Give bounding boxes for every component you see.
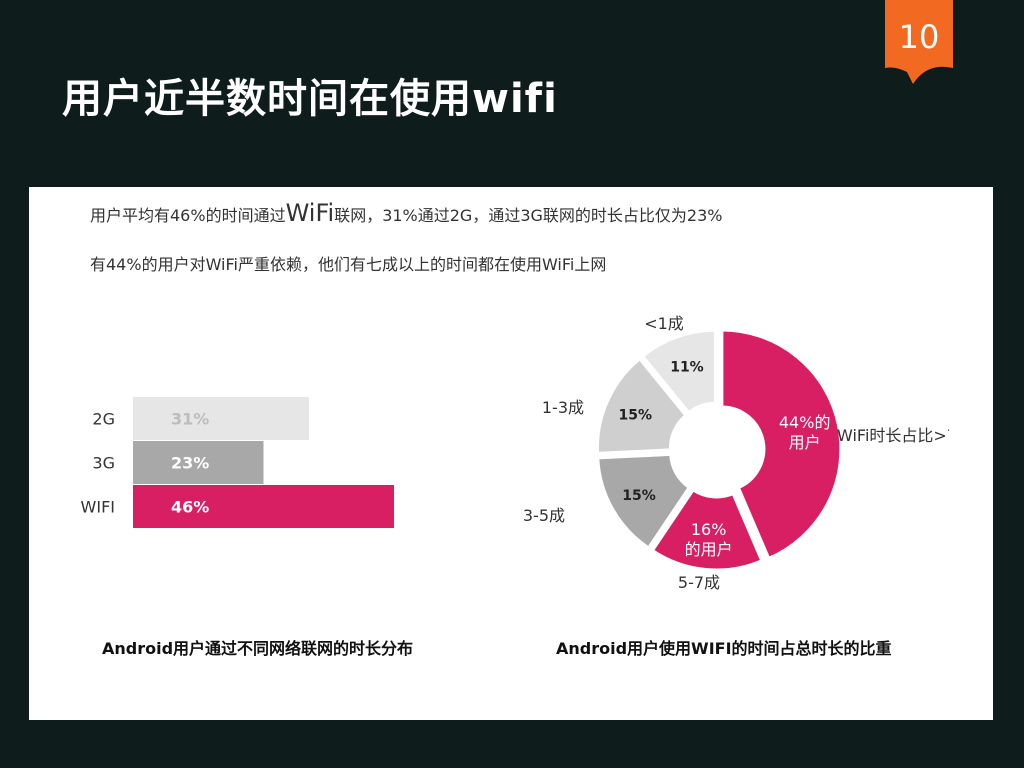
bar-2g bbox=[133, 397, 309, 440]
bar-chart-caption: Android用户通过不同网络联网的时长分布 bbox=[102, 639, 414, 658]
donut-slice bbox=[640, 328, 717, 415]
donut-slice bbox=[596, 452, 692, 551]
bar-3g bbox=[133, 441, 264, 484]
bar-value-label: 31% bbox=[171, 410, 209, 429]
donut-slice-category-label: 3-5成 bbox=[523, 506, 565, 525]
donut-slice-value-label: 15% bbox=[622, 488, 656, 504]
donut-slice-category-label: 5-7成 bbox=[678, 573, 720, 592]
bar-chart: 2G 31% 3G 23% WIFI 46% bbox=[81, 397, 394, 528]
donut-chart-caption: Android用户使用WIFI的时间占总时长的比重 bbox=[556, 639, 892, 658]
donut-slice bbox=[595, 356, 688, 455]
donut-chart: 44%的用户 WiFi时长占比>7成 16%的用户 5-7成 15% 3-5成 15% 1-3… bbox=[523, 314, 949, 592]
bookmark-shape bbox=[885, 0, 953, 84]
donut-slice-category-label: 1-3成 bbox=[542, 398, 584, 417]
donut-slice-value-label: 用户 bbox=[789, 433, 821, 452]
page-number: 10 bbox=[898, 18, 940, 56]
summary-wifi-word: WiFi bbox=[285, 199, 335, 227]
donut-slice bbox=[720, 328, 843, 561]
bar-wifi bbox=[133, 485, 394, 528]
donut-slice-value-label: 11% bbox=[670, 360, 704, 376]
donut-slice-category-label: <1成 bbox=[644, 314, 684, 333]
donut-slice-value-label: 15% bbox=[619, 408, 653, 424]
bar-category-label: 2G bbox=[92, 410, 115, 429]
donut-slice-value-label: 16% bbox=[691, 520, 727, 539]
summary-line-1: 用户平均有46%的时间通过WiFi联网，31%通过2G，通过3G联网的时长占比仅… bbox=[90, 199, 722, 227]
bar-value-label: 23% bbox=[171, 454, 209, 473]
summary-line-1-pre: 用户平均有46%的时间通过 bbox=[90, 206, 286, 225]
donut-slice-category-label: WiFi时长占比>7成 bbox=[837, 426, 949, 445]
summary-line-1-post: 联网，31%通过2G，通过3G联网的时长占比仅为23% bbox=[334, 206, 723, 225]
bar-category-label: 3G bbox=[92, 454, 115, 473]
page-number-badge: 10 bbox=[885, 0, 953, 84]
donut-slice-value-label: 的用户 bbox=[685, 540, 733, 559]
summary-line-2: 有44%的用户对WiFi严重依赖，他们有七成以上的时间都在使用WiFi上网 bbox=[90, 255, 607, 274]
donut-slice bbox=[650, 487, 764, 572]
bar-value-label: 46% bbox=[171, 498, 209, 517]
slide-title: 用户近半数时间在使用wifi bbox=[62, 76, 558, 122]
bar-category-label: WIFI bbox=[81, 498, 115, 517]
donut-slice-value-label: 44%的 bbox=[779, 413, 831, 432]
content-panel: 用户平均有46%的时间通过WiFi联网，31%通过2G，通过3G联网的时长占比仅… bbox=[29, 187, 993, 720]
